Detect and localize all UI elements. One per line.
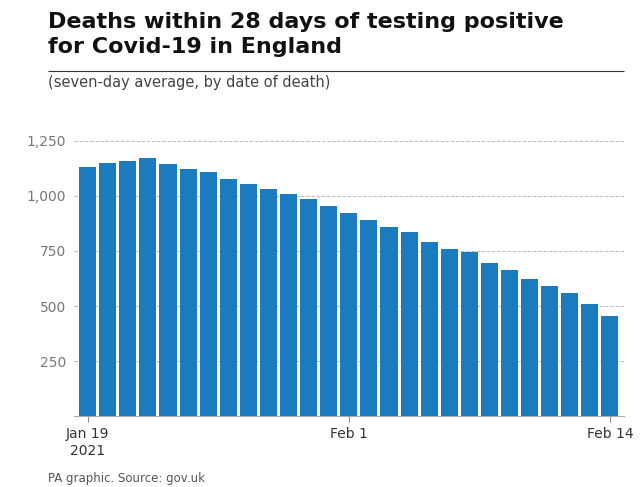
Bar [420,242,438,416]
Bar [581,304,598,416]
Bar [180,169,196,416]
Bar [360,220,378,416]
Bar [602,316,618,416]
Bar [119,161,136,416]
Text: for Covid-19 in England: for Covid-19 in England [48,37,342,56]
Bar [541,286,558,416]
Bar [561,293,579,416]
Text: Deaths within 28 days of testing positive: Deaths within 28 days of testing positiv… [48,12,564,32]
Bar [220,179,237,416]
Bar [140,158,156,416]
Text: PA graphic. Source: gov.uk: PA graphic. Source: gov.uk [48,471,205,485]
Bar [159,164,177,416]
Bar [481,263,498,416]
Bar [380,227,397,416]
Bar [461,252,478,416]
Bar [260,189,277,416]
Bar [441,249,458,416]
Bar [99,163,116,416]
Bar [401,232,418,416]
Bar [320,206,337,416]
Bar [521,279,538,416]
Bar [240,184,257,416]
Bar [200,171,217,416]
Bar [280,194,297,416]
Bar [79,167,96,416]
Text: (seven-day average, by date of death): (seven-day average, by date of death) [48,75,330,91]
Bar [501,270,518,416]
Bar [340,213,357,416]
Bar [300,199,317,416]
